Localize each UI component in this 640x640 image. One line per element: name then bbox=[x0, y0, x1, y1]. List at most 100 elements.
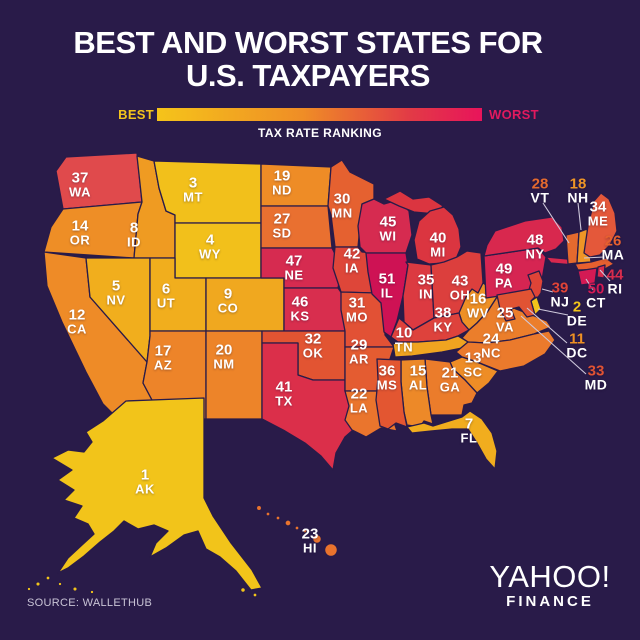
yahoo-wordmark: YAHOO! bbox=[489, 559, 611, 594]
state-rank-wi: 45 bbox=[379, 213, 397, 231]
state-label-in: 35 IN bbox=[418, 273, 435, 301]
state-rank-oh: 43 bbox=[451, 272, 469, 290]
state-rank-wv: 16 bbox=[469, 290, 487, 308]
state-label-nc: 24 NC bbox=[481, 332, 501, 360]
aleutian-island bbox=[35, 581, 41, 587]
hawaii-island bbox=[284, 519, 292, 527]
yahoo-finance-label: FINANCE bbox=[506, 593, 594, 610]
state-rank-tx: 41 bbox=[275, 378, 293, 396]
state-rank-pa: 49 bbox=[495, 260, 513, 278]
hawaii-island bbox=[255, 504, 263, 512]
state-abbr-vt: VT bbox=[530, 189, 550, 206]
state-ct bbox=[577, 267, 598, 286]
state-rank-nm: 20 bbox=[215, 341, 233, 359]
state-label-mo: 31 MO bbox=[346, 294, 368, 325]
state-abbr-ca: CA bbox=[67, 321, 87, 337]
state-rank-nv: 5 bbox=[111, 277, 121, 295]
state-abbr-id: ID bbox=[127, 234, 141, 250]
state-rank-wy: 4 bbox=[205, 231, 215, 249]
state-abbr-hi: HI bbox=[303, 540, 317, 556]
state-label-ok: 32 OK bbox=[303, 332, 324, 360]
state-abbr-al: AL bbox=[408, 377, 428, 393]
aleutian-island bbox=[45, 575, 51, 581]
state-rank-ga: 21 bbox=[441, 364, 459, 382]
callout-line-de bbox=[537, 308, 569, 316]
state-rank-id: 8 bbox=[129, 219, 139, 237]
state-label-nv: 5 NV bbox=[106, 277, 125, 307]
state-abbr-nj: NJ bbox=[550, 293, 570, 310]
state-abbr-nd: ND bbox=[272, 182, 292, 198]
state-rank-ky: 38 bbox=[434, 304, 452, 322]
state-rank-nd: 19 bbox=[273, 167, 291, 185]
state-label-me: 34 ME bbox=[587, 198, 609, 229]
state-rank-sd: 27 bbox=[273, 210, 291, 228]
state-label-il: 51 IL bbox=[379, 272, 396, 300]
callout-line-ct bbox=[585, 278, 594, 291]
aleutian-island bbox=[57, 581, 63, 587]
state-label-id: 8 ID bbox=[127, 219, 141, 250]
state-abbr-me: ME bbox=[587, 213, 609, 229]
state-abbr-la: LA bbox=[349, 400, 369, 416]
state-abbr-mo: MO bbox=[346, 309, 368, 325]
state-mi-upper bbox=[383, 190, 444, 215]
state-label-sd: 27 SD bbox=[272, 210, 291, 240]
legend-caption: TAX RATE RANKING bbox=[258, 126, 382, 140]
state-rank-az: 17 bbox=[154, 342, 172, 360]
state-label-ut: 6 UT bbox=[157, 282, 175, 310]
state-rank-vt: 28 bbox=[531, 175, 549, 193]
state-label-nm: 20 NM bbox=[213, 341, 234, 371]
state-label-tx: 41 TX bbox=[275, 378, 293, 409]
state-rank-al: 15 bbox=[409, 362, 427, 380]
state-rank-me: 34 bbox=[589, 198, 607, 216]
state-abbr-va: VA bbox=[495, 319, 515, 335]
state-rank-co: 9 bbox=[223, 285, 233, 303]
state-rank-nh: 18 bbox=[569, 175, 587, 193]
state-label-mi: 40 MI bbox=[430, 231, 447, 259]
state-abbr-tx: TX bbox=[275, 393, 293, 409]
legend-worst-label: WORST bbox=[489, 107, 539, 122]
state-rank-dc: 11 bbox=[569, 330, 585, 348]
state-label-ct: 50 CT bbox=[586, 282, 606, 310]
hawaii-island bbox=[311, 533, 323, 545]
legend-gradient-bar bbox=[157, 108, 482, 121]
page-title: BEST AND WORST STATES FOR U.S. TAXPAYERS bbox=[0, 26, 616, 92]
hawaii-island bbox=[302, 528, 308, 534]
state-abbr-ma: MA bbox=[601, 246, 625, 263]
state-rank-ne: 47 bbox=[285, 252, 303, 270]
state-abbr-ri: RI bbox=[607, 280, 623, 297]
state-rank-ar: 29 bbox=[350, 336, 368, 354]
state-label-pa: 49 PA bbox=[495, 260, 513, 290]
callout-lines bbox=[520, 202, 611, 375]
state-label-nj: 39 NJ bbox=[550, 281, 570, 310]
aleutian-island bbox=[89, 589, 95, 595]
state-label-ks: 46 KS bbox=[290, 295, 310, 324]
state-abbr-oh: OH bbox=[449, 287, 471, 303]
state-label-vt: 28 VT bbox=[530, 175, 550, 206]
aleutian-island bbox=[72, 586, 78, 592]
title-line-1: BEST AND WORST STATES FOR bbox=[73, 25, 543, 60]
state-label-fl: 7 FL bbox=[461, 417, 478, 445]
state-label-al: 15 AL bbox=[408, 362, 428, 393]
state-label-ma: 26 MA bbox=[601, 234, 625, 263]
state-label-va: 25 VA bbox=[495, 306, 515, 335]
state-label-ca: 12 CA bbox=[67, 308, 87, 337]
aleutian-island bbox=[26, 586, 32, 592]
state-label-wv: 16 WV bbox=[467, 290, 489, 320]
state-label-wi: 45 WI bbox=[379, 213, 397, 244]
state-label-de: 2 DE bbox=[567, 300, 587, 328]
title-line-2: U.S. TAXPAYERS bbox=[186, 58, 430, 93]
state-abbr-ny: NY bbox=[525, 246, 545, 262]
state-abbr-md: MD bbox=[584, 376, 608, 393]
state-label-mt: 3 MT bbox=[183, 176, 203, 204]
state-abbr-ks: KS bbox=[290, 308, 310, 324]
state-abbr-wi: WI bbox=[379, 228, 397, 244]
state-label-mn: 30 MN bbox=[331, 192, 352, 220]
state-abbr-ak: AK bbox=[135, 481, 155, 497]
state-label-co: 9 CO bbox=[218, 285, 239, 315]
state-rank-ak: 1 bbox=[140, 466, 150, 484]
state-label-or: 14 OR bbox=[70, 217, 91, 247]
state-rank-or: 14 bbox=[71, 217, 89, 235]
alexander-island bbox=[252, 592, 258, 598]
state-rank-mo: 31 bbox=[348, 294, 366, 312]
